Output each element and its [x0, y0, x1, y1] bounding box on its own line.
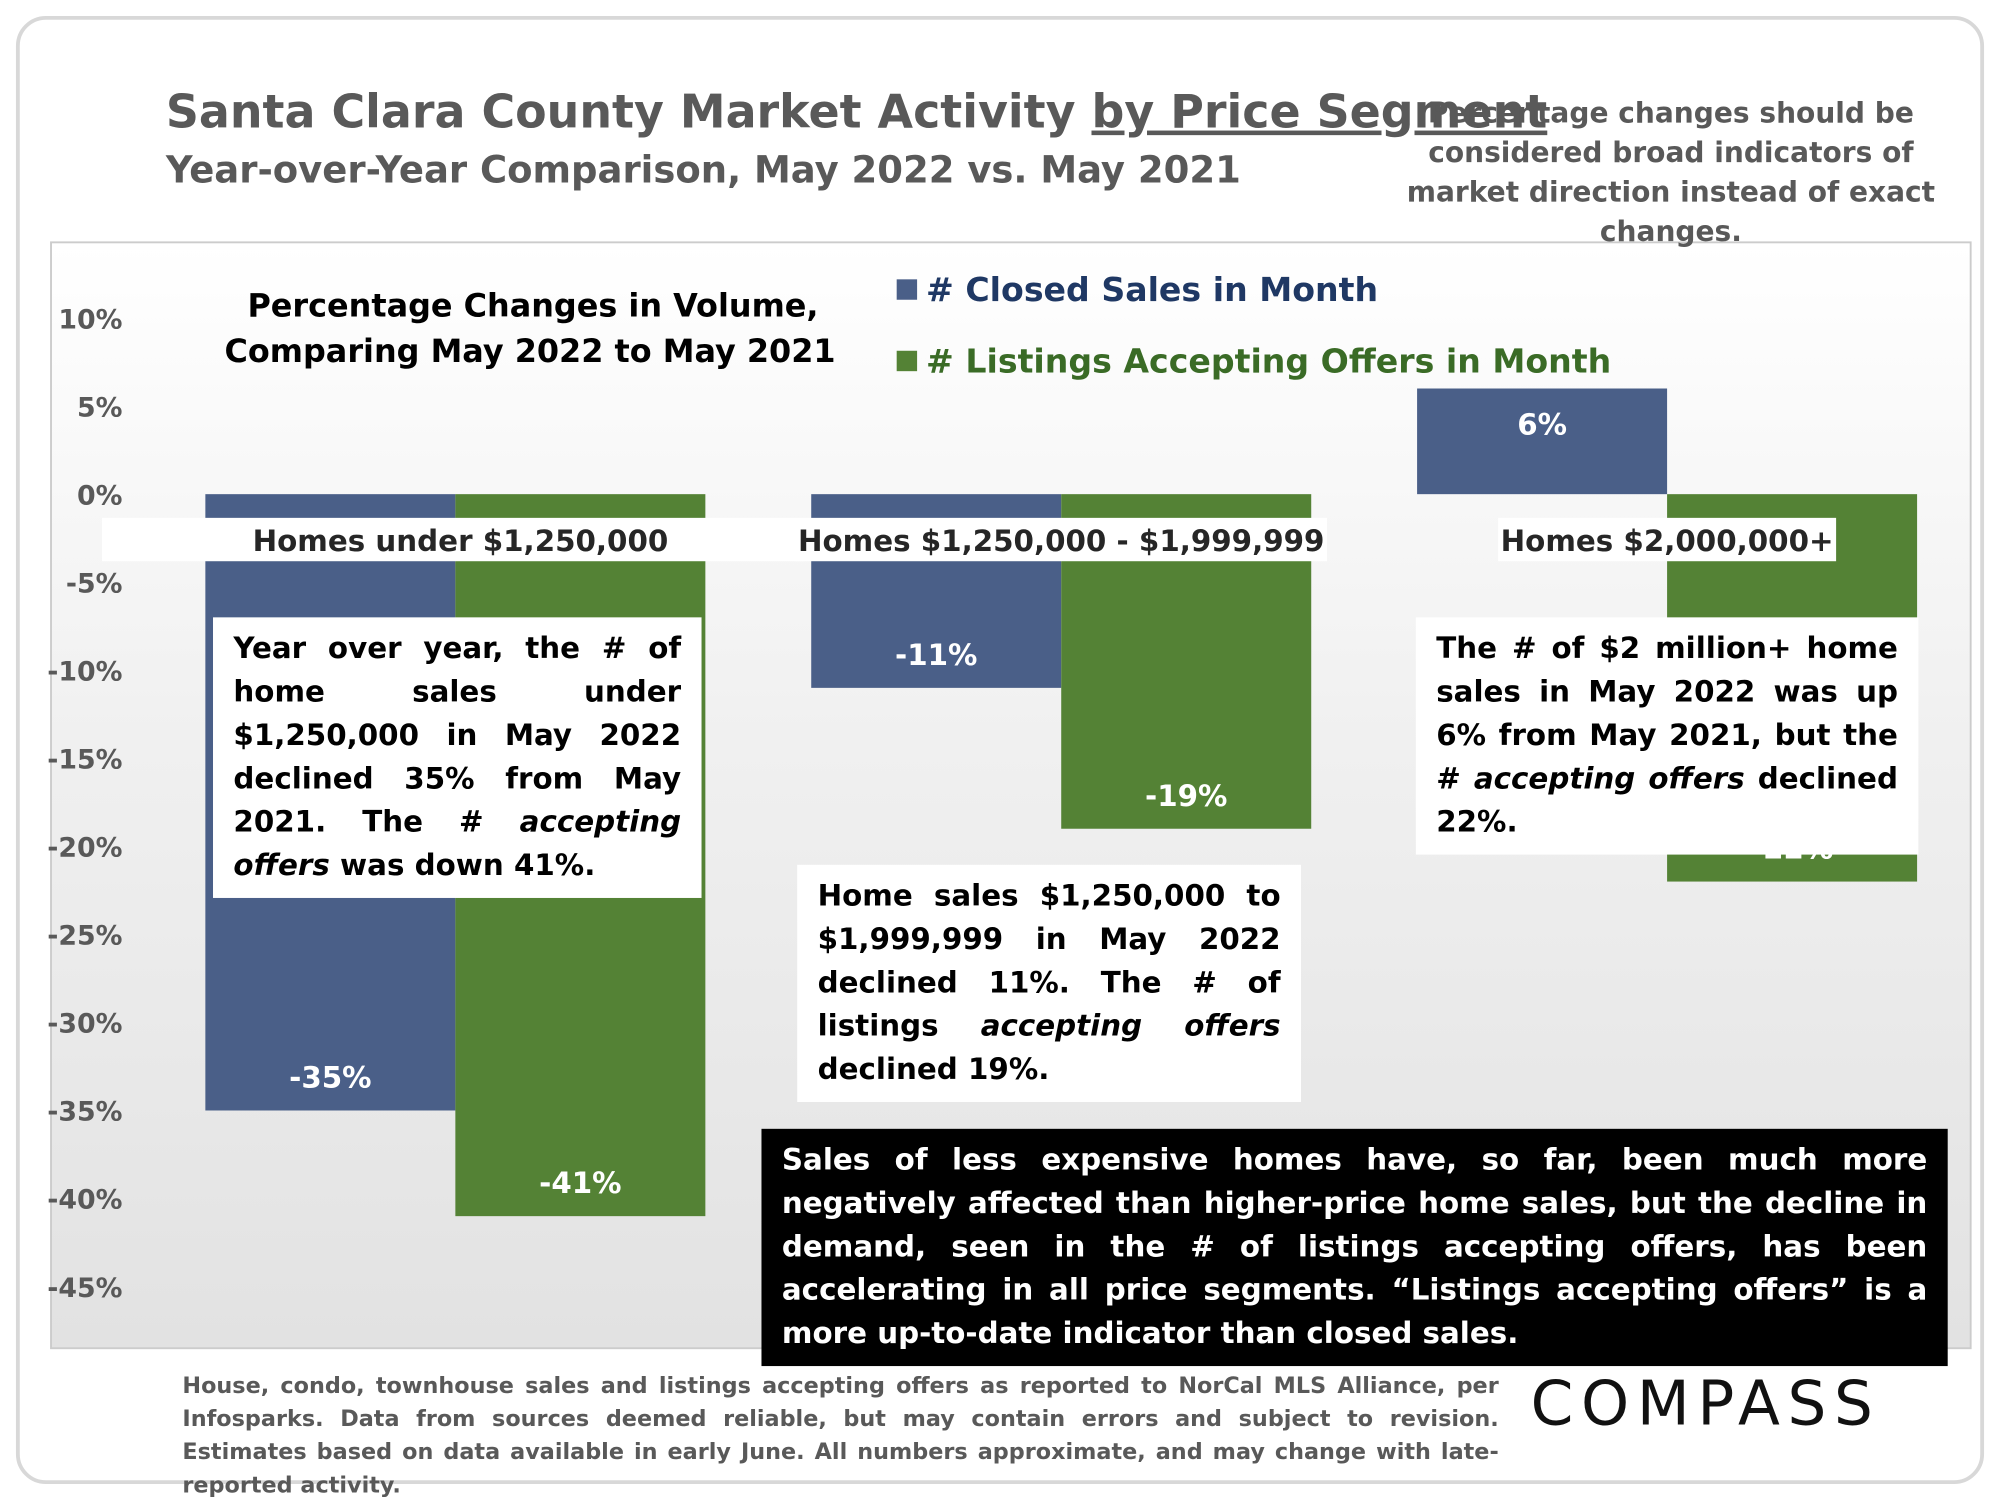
data-label: -35% — [289, 1061, 371, 1095]
bar — [1417, 388, 1668, 495]
y-tick-label: -25% — [47, 921, 122, 952]
category-label-bg — [1498, 517, 1837, 562]
x-tick-label: Homes $1,250,000 - $1,999,999 — [798, 524, 1324, 558]
y-tick-label: 10% — [58, 304, 122, 335]
y-tick-label: -30% — [47, 1009, 122, 1040]
annotation: The # of $2 million+ home sales in May 2… — [1415, 617, 1919, 855]
y-tick-label: -15% — [47, 745, 122, 776]
y-tick-label: -20% — [47, 833, 122, 864]
annotation-text: Home sales $1,250,000 to $1,999,999 in M… — [817, 880, 1281, 1044]
footer-source: House, condo, townhouse sales and listin… — [182, 1373, 1499, 1499]
subtitle: Year-over-Year Comparison, May 2022 vs. … — [165, 148, 1241, 191]
data-label: 6% — [1517, 407, 1567, 441]
legend-label: # Closed Sales in Month — [926, 270, 1378, 309]
logo: COMPASS — [1531, 1369, 1881, 1440]
x-tick-label: Homes under $1,250,000 — [253, 524, 669, 558]
annotation-text: accepting offers — [1473, 762, 1745, 796]
annotation: Year over year, the # of home sales unde… — [213, 617, 702, 898]
y-tick-label: 5% — [77, 392, 122, 423]
y-tick-label: -35% — [47, 1097, 122, 1128]
annotation: Sales of less expensive homes have, so f… — [761, 1128, 1948, 1367]
title-text: Santa Clara County Market Activity — [166, 85, 1076, 139]
title-underlined: by Price Segment — [1091, 85, 1547, 139]
category-label-bg — [102, 517, 804, 562]
title: Santa Clara County Market Activity by Pr… — [166, 85, 1547, 139]
y-tick-label: -45% — [47, 1273, 122, 1304]
annotation: Home sales $1,250,000 to $1,999,999 in M… — [797, 864, 1302, 1103]
x-tick-label: Homes $2,000,000+ — [1501, 524, 1834, 558]
note: Percentage changes should be considered … — [1406, 98, 1936, 249]
annotation-text: accepting offers — [233, 806, 682, 883]
annotation-text: Sales of less expensive homes have, so f… — [781, 1144, 1928, 1351]
legend-swatch — [896, 350, 918, 372]
y-tick-label: -40% — [47, 1185, 122, 1216]
data-label: -11% — [895, 638, 977, 672]
annotation-text: accepting offers — [980, 1010, 1281, 1044]
chart-subtitle: Percentage Changes in Volume, — [247, 286, 818, 324]
annotation-text: Year over year, the # of home sales unde… — [233, 632, 682, 840]
legend-swatch — [896, 279, 918, 300]
annotation-text: The # of $2 million+ home sales in May 2… — [1436, 632, 1898, 796]
data-label: -19% — [1145, 779, 1227, 813]
chart-subtitle: Comparing May 2022 to May 2021 — [224, 332, 835, 370]
legend-label: # Listings Accepting Offers in Month — [926, 341, 1611, 380]
annotation-text: declined 22%. — [1436, 762, 1898, 840]
category-label-bg — [795, 517, 1328, 562]
annotation-text: was down 41%. — [329, 849, 596, 883]
y-tick-label: -5% — [66, 568, 123, 599]
y-tick-label: -10% — [47, 656, 122, 687]
data-label: -41% — [539, 1166, 621, 1200]
y-tick-label: 0% — [77, 480, 122, 511]
annotation-text: declined 19%. — [817, 1053, 1050, 1087]
